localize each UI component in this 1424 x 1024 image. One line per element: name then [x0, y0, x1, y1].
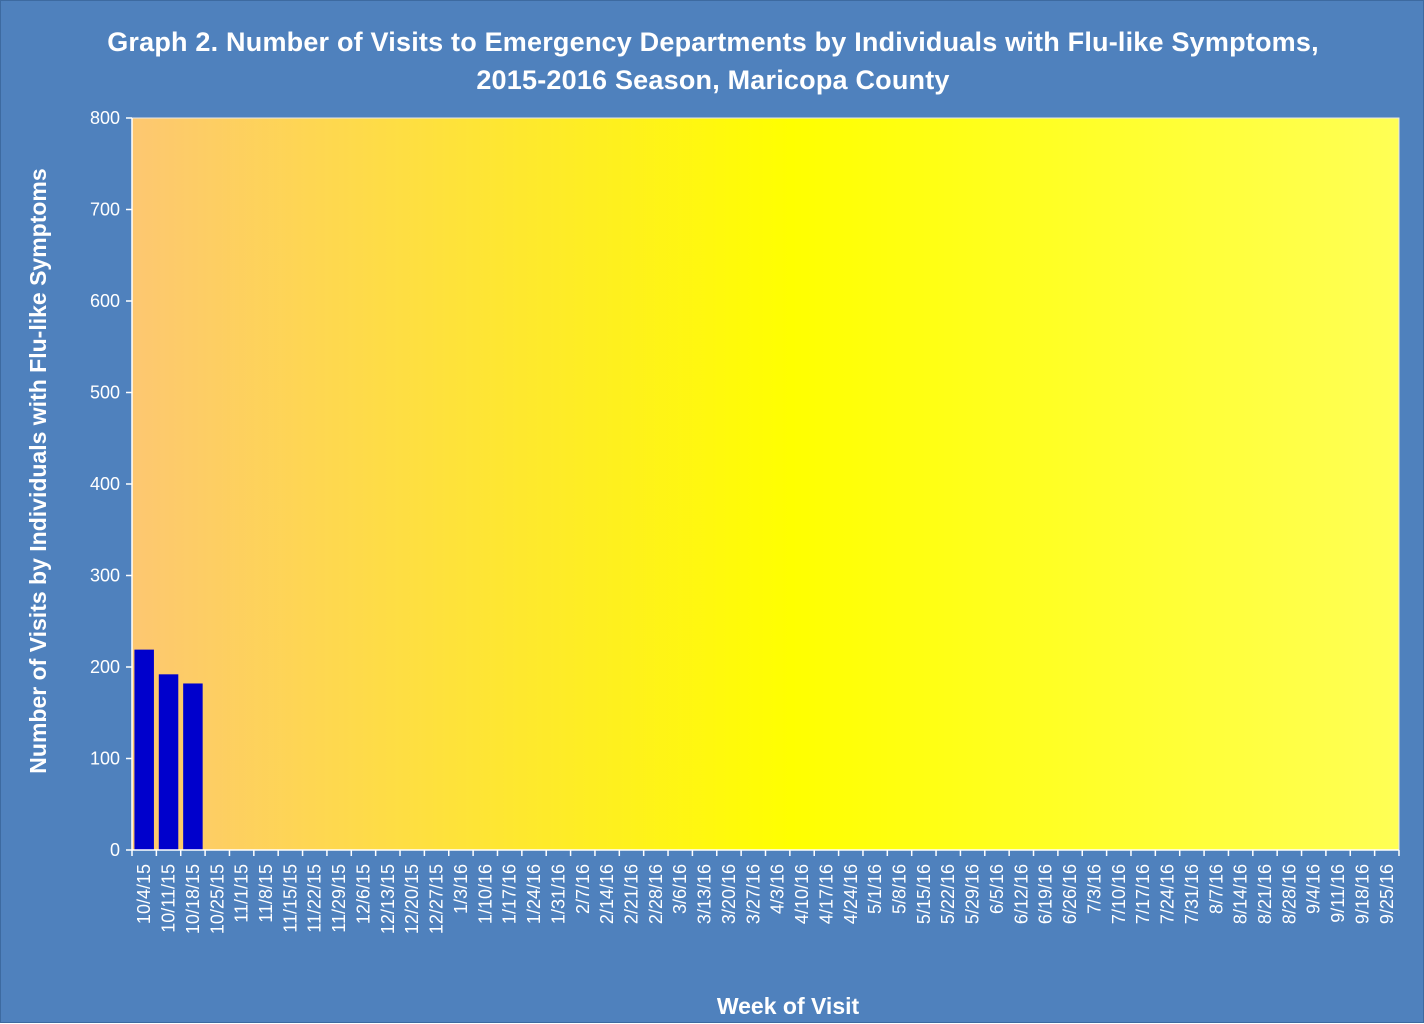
x-tick-label: 5/22/16 — [938, 864, 958, 924]
y-tick-label: 400 — [90, 474, 120, 494]
x-tick-label: 9/25/16 — [1377, 864, 1397, 924]
x-tick-label: 6/12/16 — [1011, 864, 1031, 924]
bar-10-4-15 — [134, 649, 154, 850]
x-tick-label: 10/11/15 — [159, 864, 179, 933]
x-tick-label: 2/28/16 — [646, 864, 666, 924]
y-tick-label: 100 — [90, 749, 120, 769]
x-tick-label: 6/26/16 — [1060, 864, 1080, 924]
y-tick-label: 700 — [90, 200, 120, 220]
x-tick-label: 12/20/15 — [402, 864, 422, 934]
chart-title-line-1: Graph 2. Number of Visits to Emergency D… — [107, 27, 1319, 57]
x-tick-label: 1/10/16 — [475, 864, 495, 924]
x-tick-label: 7/17/16 — [1133, 864, 1153, 924]
y-tick-label: 300 — [90, 566, 120, 586]
x-tick-label: 8/28/16 — [1279, 864, 1299, 924]
x-tick-label: 4/3/16 — [768, 864, 788, 914]
x-tick-label: 3/27/16 — [743, 864, 763, 924]
x-tick-label: 7/10/16 — [1109, 864, 1129, 924]
x-axis: 10/4/15 10/11/15 10/18/15 10/25/15 11/1/15 11… — [131, 849, 1400, 934]
x-tick-label: 7/3/16 — [1084, 864, 1104, 914]
chart-title-line-2: 2015-2016 Season, Maricopa County — [476, 65, 950, 95]
y-tick-label: 600 — [90, 291, 120, 311]
x-tick-label: 5/1/16 — [865, 864, 885, 914]
x-tick-label: 8/21/16 — [1255, 864, 1275, 924]
bar-10-18-15 — [183, 683, 203, 850]
x-tick-label: 2/7/16 — [573, 864, 593, 914]
x-tick-label: 4/24/16 — [841, 864, 861, 924]
chart-title: Graph 2. Number of Visits to Emergency D… — [1, 23, 1424, 99]
x-tick-label: 10/25/15 — [207, 864, 227, 934]
x-tick-label: 3/20/16 — [719, 864, 739, 924]
x-tick-label: 4/17/16 — [816, 864, 836, 924]
x-tick-label: 3/6/16 — [670, 864, 690, 914]
x-tick-label: 11/22/15 — [305, 864, 325, 933]
y-tick-label: 500 — [90, 383, 120, 403]
x-tick-label: 9/11/16 — [1328, 864, 1348, 923]
x-tick-label: 10/4/15 — [134, 864, 154, 924]
x-tick-label: 11/1/15 — [232, 864, 252, 923]
x-tick-label: 8/14/16 — [1231, 864, 1251, 924]
x-tick-label: 11/8/15 — [256, 864, 276, 923]
x-tick-label: 1/31/16 — [548, 864, 568, 924]
x-tick-label: 11/29/15 — [329, 864, 349, 933]
plot-area — [131, 117, 1400, 851]
x-tick-label: 5/8/16 — [890, 864, 910, 914]
y-tick-label: 800 — [90, 108, 120, 128]
x-tick-label: 6/5/16 — [987, 864, 1007, 914]
x-tick-label: 3/13/16 — [695, 864, 715, 924]
x-tick-label: 12/27/15 — [427, 864, 447, 934]
x-tick-label: 2/14/16 — [597, 864, 617, 924]
bar-10-11-15 — [158, 674, 179, 850]
x-tick-label: 5/15/16 — [914, 864, 934, 924]
x-tick-label: 1/3/16 — [451, 864, 471, 914]
x-tick-label: 1/17/16 — [500, 864, 520, 924]
x-tick-label: 6/19/16 — [1036, 864, 1056, 924]
x-tick-label: 9/18/16 — [1352, 864, 1372, 924]
x-tick-label: 11/15/15 — [280, 864, 300, 933]
bars-layer — [134, 649, 203, 850]
x-tick-label: 9/4/16 — [1304, 864, 1324, 914]
x-tick-label: 1/24/16 — [524, 864, 544, 924]
y-tick-label: 200 — [90, 657, 120, 677]
x-tick-label: 12/6/15 — [353, 864, 373, 924]
y-tick-label: 0 — [110, 840, 120, 860]
x-tick-label: 2/21/16 — [621, 864, 641, 924]
x-tick-label: 8/7/16 — [1206, 864, 1226, 914]
x-tick-label: 12/13/15 — [378, 864, 398, 934]
x-tick-label: 7/31/16 — [1182, 864, 1202, 924]
x-axis-label: Week of Visit — [716, 993, 860, 1019]
x-tick-label: 4/10/16 — [792, 864, 812, 924]
x-tick-label: 10/18/15 — [183, 864, 203, 934]
y-axis: 0 100 200 300 400 500 600 700 800 — [90, 108, 133, 860]
x-tick-label: 5/29/16 — [963, 864, 983, 924]
x-tick-label: 7/24/16 — [1158, 864, 1178, 924]
